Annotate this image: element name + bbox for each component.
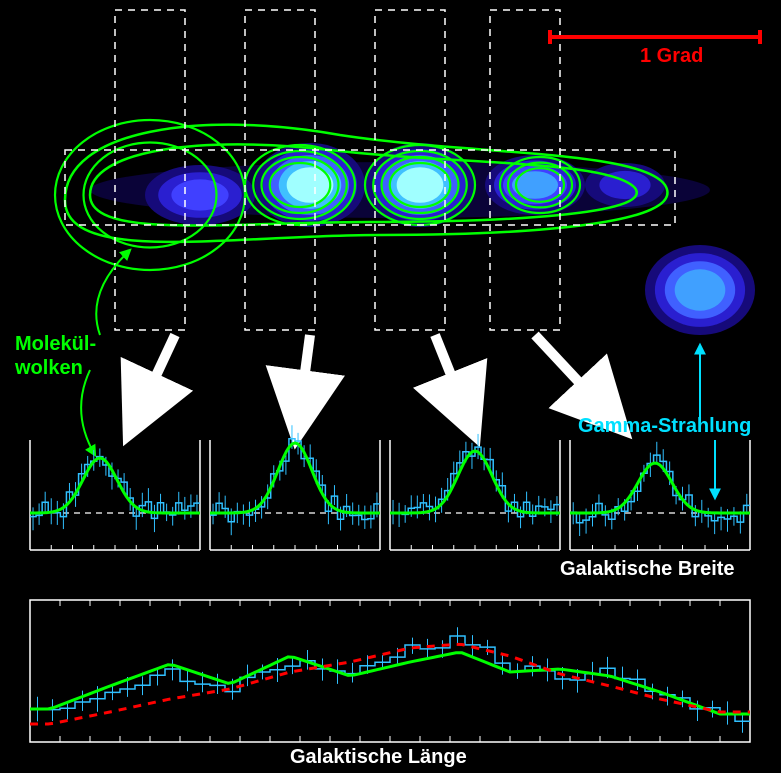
scale-bar-label: 1 Grad [640, 45, 703, 67]
molekulwolken-label-line1: Molekül- [15, 333, 96, 355]
galaktische-breite-label: Galaktische Breite [560, 558, 735, 580]
galaktische-laenge-label: Galaktische Länge [290, 746, 467, 768]
gamma-strahlung-label: Gamma-Strahlung [578, 415, 751, 437]
figure-root: 1 Grad Molekül- wolken Gamma-Strahlung G… [0, 0, 781, 773]
molekulwolken-label-line2: wolken [14, 357, 83, 379]
